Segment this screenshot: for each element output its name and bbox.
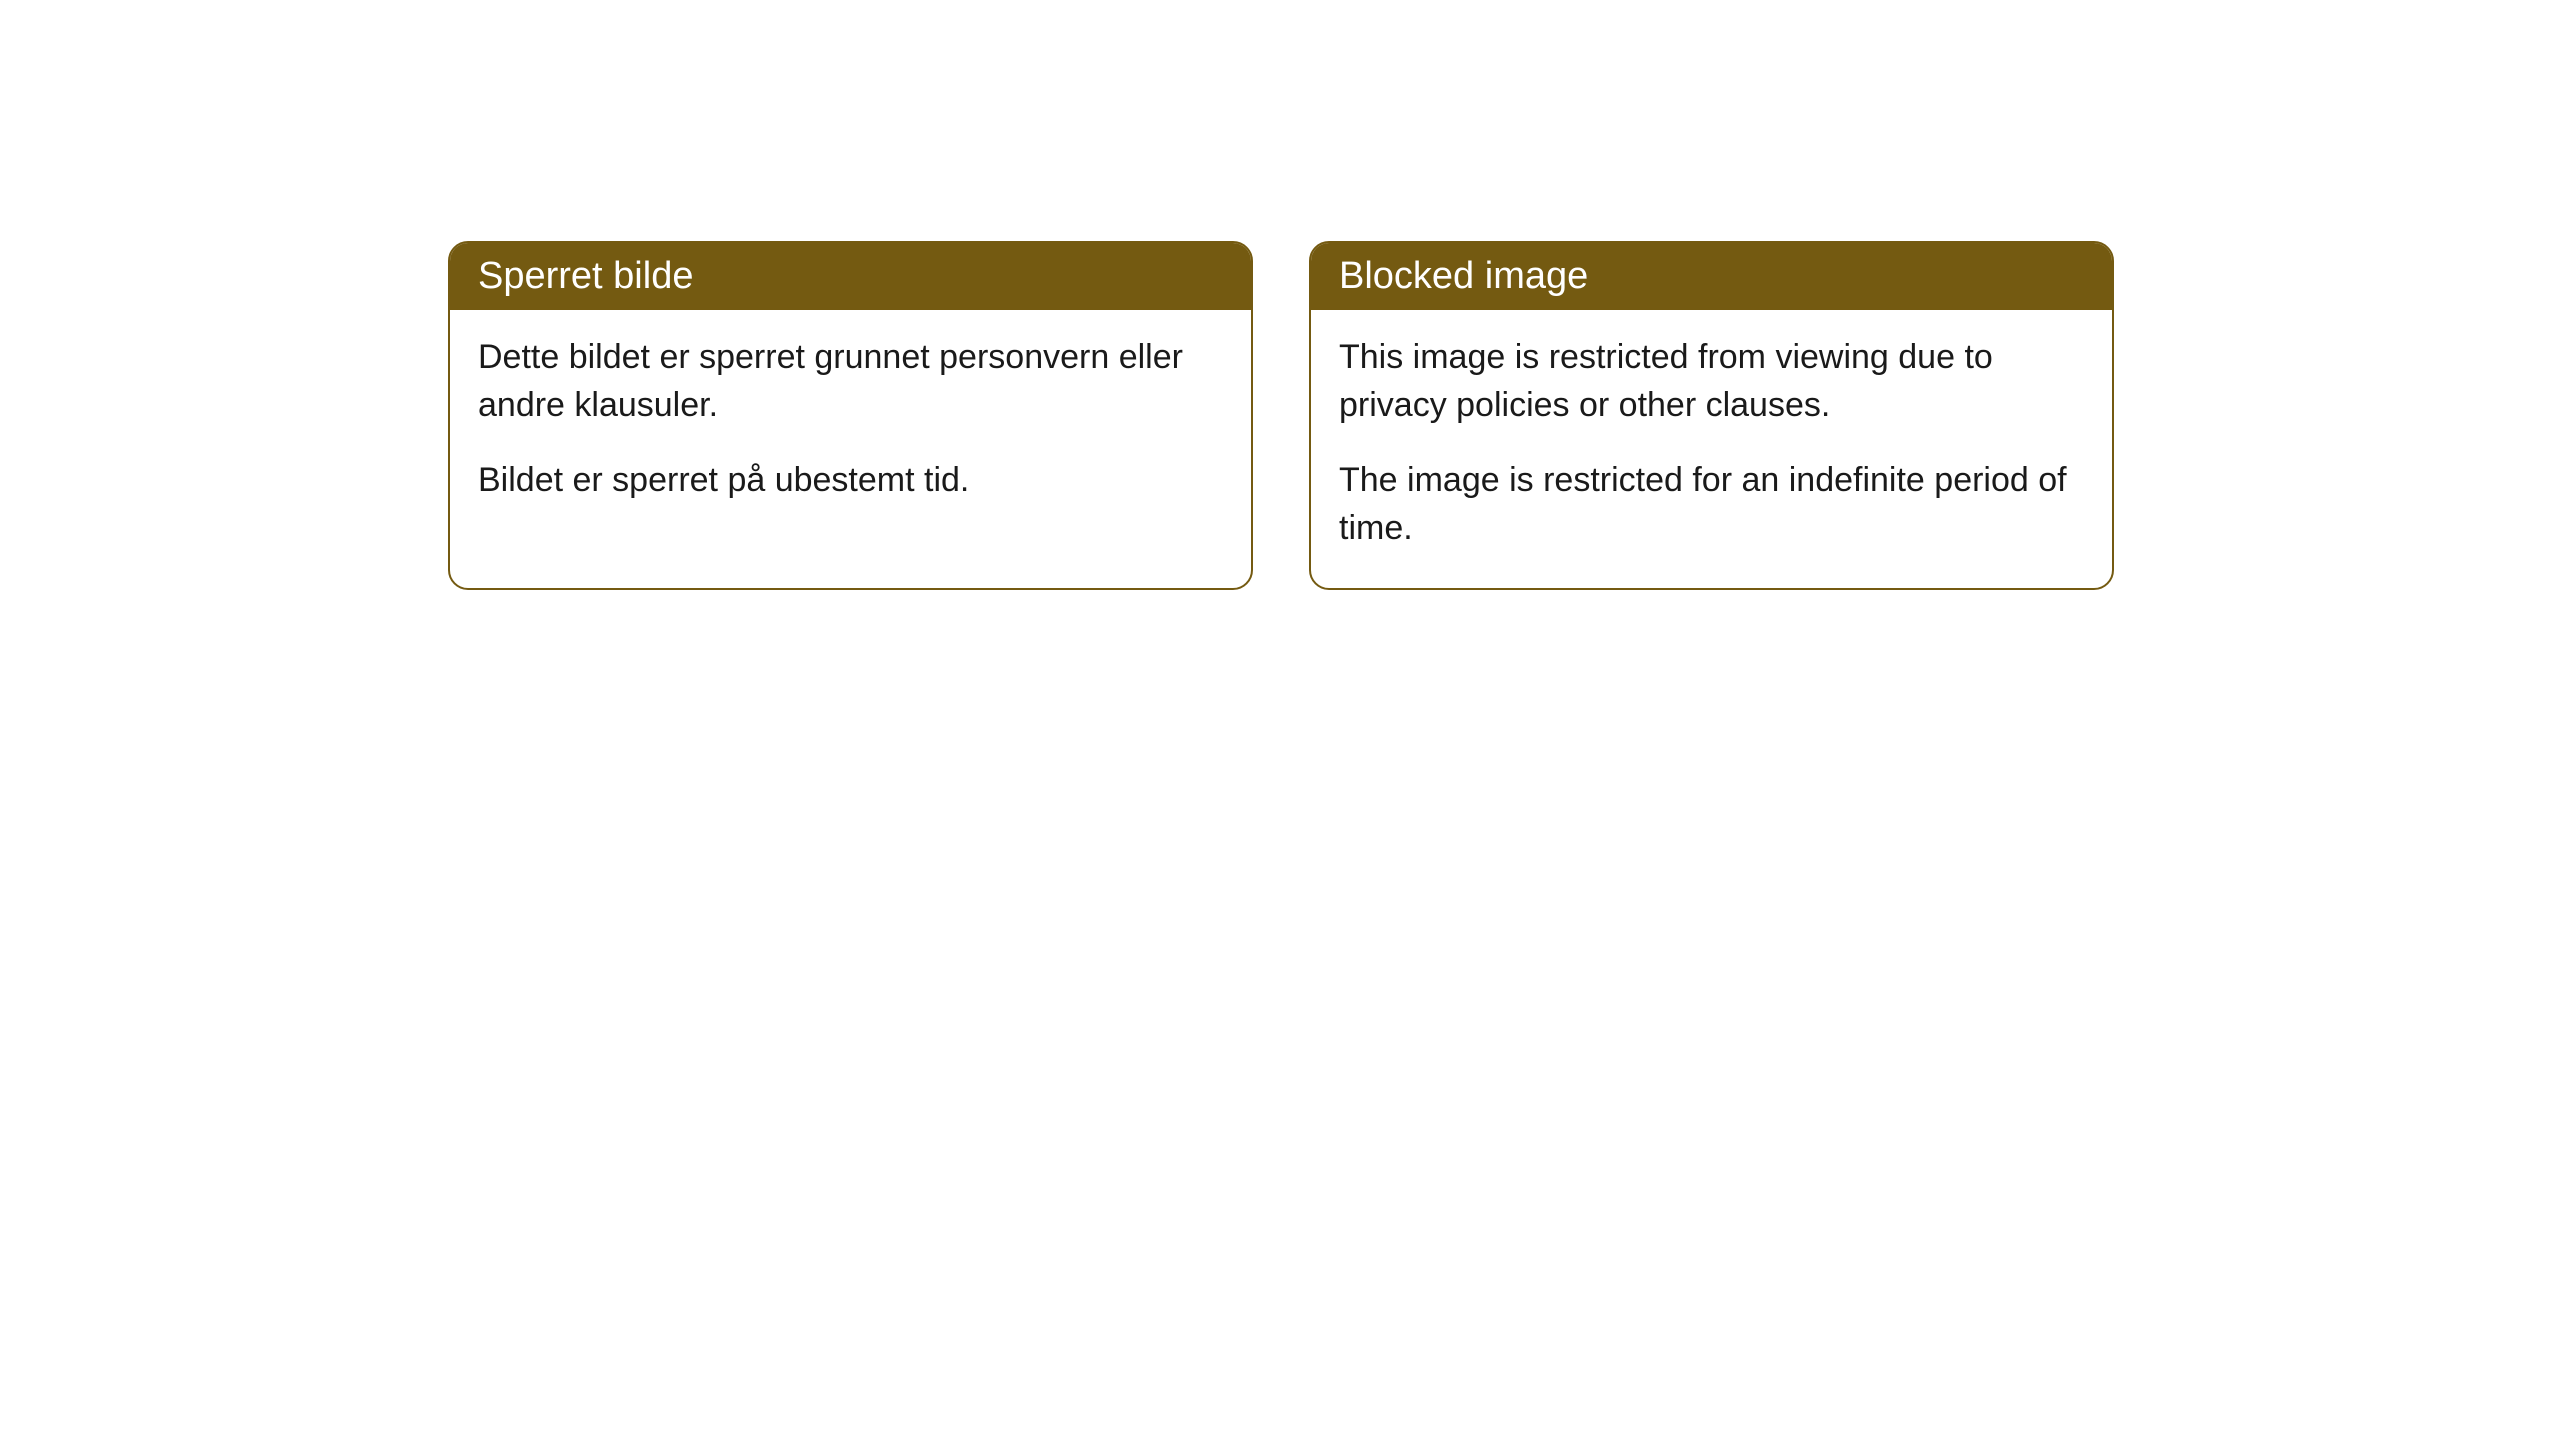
card-title: Sperret bilde	[478, 255, 693, 297]
card-body: Dette bildet er sperret grunnet personve…	[450, 310, 1251, 541]
card-paragraph: Bildet er sperret på ubestemt tid.	[478, 457, 1223, 505]
notice-card-english: Blocked image This image is restricted f…	[1309, 241, 2114, 590]
notice-card-norwegian: Sperret bilde Dette bildet er sperret gr…	[448, 241, 1253, 590]
card-body: This image is restricted from viewing du…	[1311, 310, 2112, 588]
notice-cards-container: Sperret bilde Dette bildet er sperret gr…	[448, 241, 2114, 590]
card-title: Blocked image	[1339, 255, 1588, 297]
card-paragraph: The image is restricted for an indefinit…	[1339, 457, 2084, 552]
card-paragraph: Dette bildet er sperret grunnet personve…	[478, 334, 1223, 429]
card-header: Blocked image	[1311, 243, 2112, 310]
card-paragraph: This image is restricted from viewing du…	[1339, 334, 2084, 429]
card-header: Sperret bilde	[450, 243, 1251, 310]
